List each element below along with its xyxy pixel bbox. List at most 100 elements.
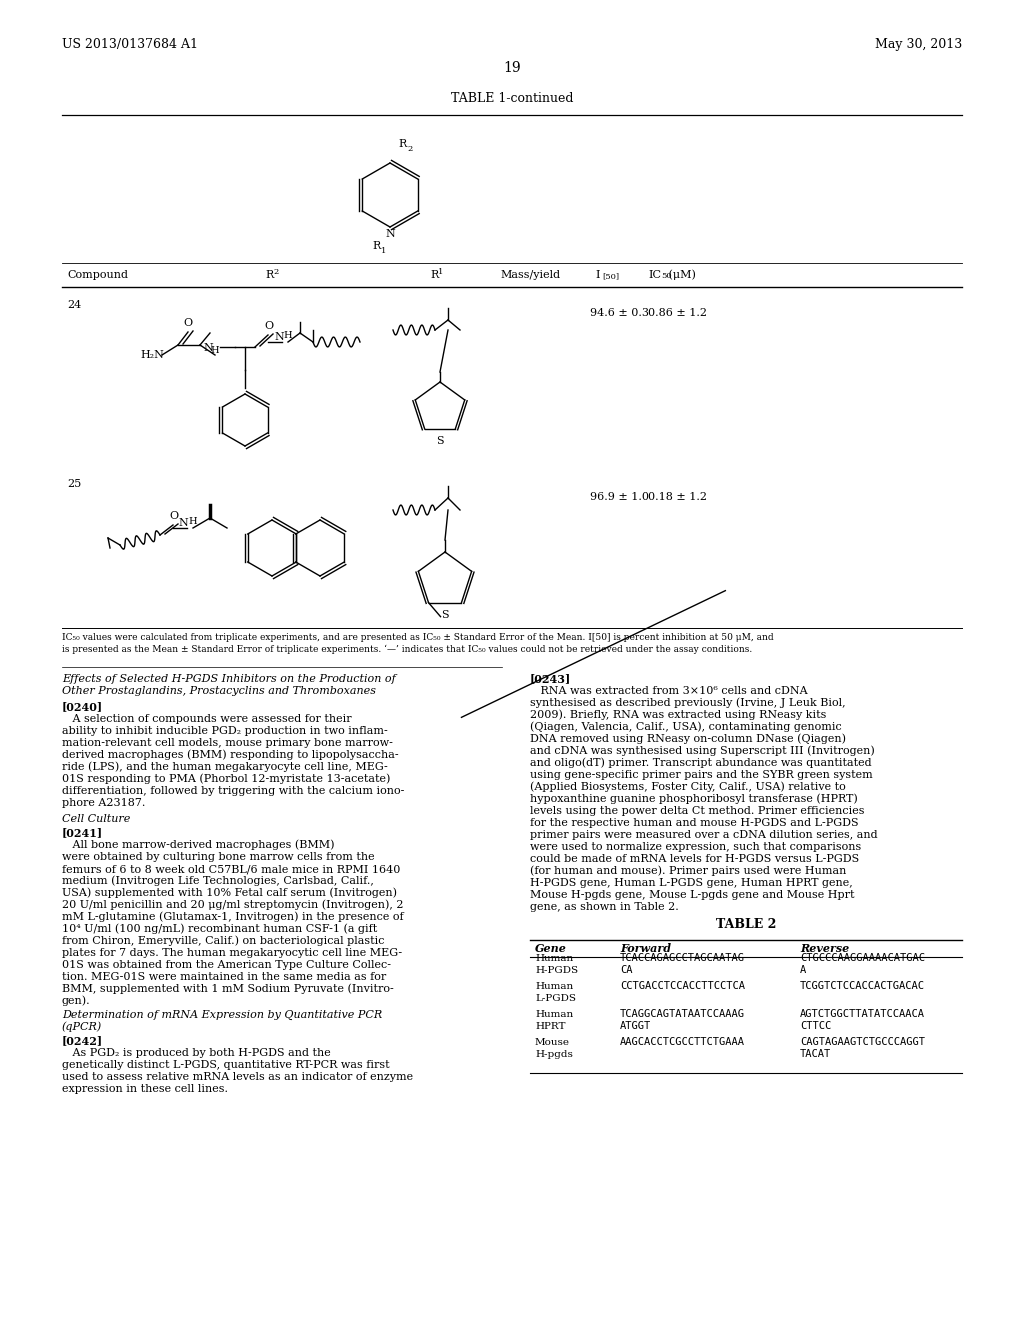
Text: [0242]: [0242] (62, 1035, 103, 1045)
Text: CTGCCCAAGGAAAACATGAC: CTGCCCAAGGAAAACATGAC (800, 953, 925, 964)
Text: A selection of compounds were assessed for their: A selection of compounds were assessed f… (62, 714, 351, 723)
Text: O: O (169, 511, 178, 521)
Text: derived macrophages (BMM) responding to lipopolysaccha-: derived macrophages (BMM) responding to … (62, 750, 398, 760)
Text: (Qiagen, Valencia, Calif., USA), contaminating genomic: (Qiagen, Valencia, Calif., USA), contami… (530, 722, 842, 733)
Text: As PGD₂ is produced by both H-PGDS and the: As PGD₂ is produced by both H-PGDS and t… (62, 1048, 331, 1059)
Text: Human: Human (535, 954, 573, 964)
Text: expression in these cell lines.: expression in these cell lines. (62, 1084, 228, 1094)
Text: Mouse: Mouse (535, 1038, 570, 1047)
Text: R: R (398, 139, 407, 149)
Text: O: O (264, 321, 273, 331)
Text: R: R (430, 271, 438, 280)
Text: levels using the power delta Ct method. Primer efficiencies: levels using the power delta Ct method. … (530, 807, 864, 816)
Text: from Chiron, Emeryville, Calif.) on bacteriological plastic: from Chiron, Emeryville, Calif.) on bact… (62, 936, 384, 946)
Text: 20 U/ml penicillin and 20 μg/ml streptomycin (Invitrogen), 2: 20 U/ml penicillin and 20 μg/ml streptom… (62, 899, 403, 909)
Text: [0241]: [0241] (62, 828, 103, 838)
Text: CTTCC: CTTCC (800, 1020, 831, 1031)
Text: 10⁴ U/ml (100 ng/mL) recombinant human CSF-1 (a gift: 10⁴ U/ml (100 ng/mL) recombinant human C… (62, 924, 377, 935)
Text: H-PGDS: H-PGDS (535, 966, 579, 975)
Text: primer pairs were measured over a cDNA dilution series, and: primer pairs were measured over a cDNA d… (530, 830, 878, 840)
Text: 96.9 ± 1.0: 96.9 ± 1.0 (590, 492, 649, 502)
Text: [0240]: [0240] (62, 701, 103, 711)
Text: 0.86 ± 1.2: 0.86 ± 1.2 (648, 308, 707, 318)
Text: May 30, 2013: May 30, 2013 (874, 38, 962, 51)
Text: H: H (210, 346, 219, 355)
Text: ability to inhibit inducible PGD₂ production in two inflam-: ability to inhibit inducible PGD₂ produc… (62, 726, 388, 737)
Text: N: N (178, 517, 187, 528)
Text: gen).: gen). (62, 995, 91, 1006)
Text: were used to normalize expression, such that comparisons: were used to normalize expression, such … (530, 842, 861, 851)
Text: Effects of Selected H-PGDS Inhibitors on the Production of: Effects of Selected H-PGDS Inhibitors on… (62, 675, 395, 684)
Text: S: S (436, 436, 443, 446)
Text: plates for 7 days. The human megakaryocytic cell line MEG-: plates for 7 days. The human megakaryocy… (62, 948, 402, 958)
Text: were obtained by culturing bone marrow cells from the: were obtained by culturing bone marrow c… (62, 851, 375, 862)
Text: IC₅₀ values were calculated from triplicate experiments, and are presented as IC: IC₅₀ values were calculated from triplic… (62, 634, 773, 642)
Text: H: H (283, 331, 292, 341)
Text: (for human and mouse). Primer pairs used were Human: (for human and mouse). Primer pairs used… (530, 866, 847, 876)
Text: could be made of mRNA levels for H-PGDS versus L-PGDS: could be made of mRNA levels for H-PGDS … (530, 854, 859, 865)
Text: Forward: Forward (620, 942, 671, 954)
Text: 2009). Briefly, RNA was extracted using RNeasy kits: 2009). Briefly, RNA was extracted using … (530, 709, 826, 719)
Text: Reverse: Reverse (800, 942, 849, 954)
Text: ATGGT: ATGGT (620, 1020, 651, 1031)
Text: differentiation, followed by triggering with the calcium iono-: differentiation, followed by triggering … (62, 785, 404, 796)
Text: HPRT: HPRT (535, 1022, 565, 1031)
Text: 01S was obtained from the American Type Culture Collec-: 01S was obtained from the American Type … (62, 960, 391, 970)
Text: gene, as shown in Table 2.: gene, as shown in Table 2. (530, 902, 679, 912)
Text: TABLE 1-continued: TABLE 1-continued (451, 92, 573, 106)
Text: Other Prostaglandins, Prostacyclins and Thromboxanes: Other Prostaglandins, Prostacyclins and … (62, 686, 376, 696)
Text: H₂N: H₂N (140, 350, 164, 360)
Text: TABLE 2: TABLE 2 (716, 917, 776, 931)
Text: phore A23187.: phore A23187. (62, 799, 145, 808)
Text: and oligo(dT) primer. Transcript abundance was quantitated: and oligo(dT) primer. Transcript abundan… (530, 758, 871, 768)
Text: (μM): (μM) (665, 269, 696, 280)
Text: Human: Human (535, 982, 573, 991)
Text: Human: Human (535, 1010, 573, 1019)
Text: I: I (595, 271, 599, 280)
Text: tion. MEG-01S were maintained in the same media as for: tion. MEG-01S were maintained in the sam… (62, 972, 386, 982)
Text: genetically distinct L-PGDS, quantitative RT-PCR was first: genetically distinct L-PGDS, quantitativ… (62, 1060, 389, 1071)
Text: mM L-glutamine (Glutamax-1, Invitrogen) in the presence of: mM L-glutamine (Glutamax-1, Invitrogen) … (62, 911, 403, 921)
Text: CA: CA (620, 965, 633, 975)
Text: 2: 2 (407, 145, 413, 153)
Text: N: N (385, 228, 395, 239)
Text: TCGGTCTCCACCACTGACAC: TCGGTCTCCACCACTGACAC (800, 981, 925, 991)
Text: ride (LPS), and the human megakaryocyte cell line, MEG-: ride (LPS), and the human megakaryocyte … (62, 762, 388, 772)
Text: N: N (274, 333, 284, 342)
Text: H-pgds: H-pgds (535, 1049, 572, 1059)
Text: H: H (188, 517, 197, 525)
Text: O: O (183, 318, 193, 327)
Text: mation-relevant cell models, mouse primary bone marrow-: mation-relevant cell models, mouse prima… (62, 738, 393, 748)
Text: A: A (800, 965, 806, 975)
Text: RNA was extracted from 3×10⁶ cells and cDNA: RNA was extracted from 3×10⁶ cells and c… (530, 686, 808, 696)
Text: R: R (372, 242, 380, 251)
Text: and cDNA was synthesised using Superscript III (Invitrogen): and cDNA was synthesised using Superscri… (530, 746, 874, 756)
Text: 25: 25 (67, 479, 81, 488)
Text: All bone marrow-derived macrophages (BMM): All bone marrow-derived macrophages (BMM… (62, 840, 335, 850)
Text: 94.6 ± 0.3: 94.6 ± 0.3 (590, 308, 649, 318)
Text: femurs of 6 to 8 week old C57BL/6 male mice in RPMI 1640: femurs of 6 to 8 week old C57BL/6 male m… (62, 865, 400, 874)
Text: R: R (265, 271, 273, 280)
Text: 0.18 ± 1.2: 0.18 ± 1.2 (648, 492, 707, 502)
Text: 2: 2 (273, 268, 279, 276)
Text: 01S responding to PMA (Phorbol 12-myristate 13-acetate): 01S responding to PMA (Phorbol 12-myrist… (62, 774, 390, 784)
Text: used to assess relative mRNA levels as an indicator of enzyme: used to assess relative mRNA levels as a… (62, 1072, 413, 1082)
Text: Determination of mRNA Expression by Quantitative PCR: Determination of mRNA Expression by Quan… (62, 1010, 382, 1020)
Text: Gene: Gene (535, 942, 567, 954)
Text: hypoxanthine guanine phosphoribosyl transferase (HPRT): hypoxanthine guanine phosphoribosyl tran… (530, 793, 858, 804)
Text: using gene-specific primer pairs and the SYBR green system: using gene-specific primer pairs and the… (530, 770, 872, 780)
Text: DNA removed using RNeasy on-column DNase (Qiagen): DNA removed using RNeasy on-column DNase… (530, 734, 846, 744)
Text: USA) supplemented with 10% Fetal calf serum (Invitrogen): USA) supplemented with 10% Fetal calf se… (62, 887, 397, 898)
Text: CAGTAGAAGTCTGCCCAGGT: CAGTAGAAGTCTGCCCAGGT (800, 1038, 925, 1047)
Text: TCAGGCAGTATAATCCAAAG: TCAGGCAGTATAATCCAAAG (620, 1008, 745, 1019)
Text: AAGCACCTCGCCTTCTGAAA: AAGCACCTCGCCTTCTGAAA (620, 1038, 745, 1047)
Text: 19: 19 (503, 61, 521, 75)
Text: synthesised as described previously (Irvine, J Leuk Biol,: synthesised as described previously (Irv… (530, 697, 846, 708)
Text: [0243]: [0243] (530, 673, 571, 684)
Text: H-PGDS gene, Human L-PGDS gene, Human HPRT gene,: H-PGDS gene, Human L-PGDS gene, Human HP… (530, 878, 853, 888)
Text: Mass/yield: Mass/yield (500, 271, 560, 280)
Text: AGTCTGGCTTATATCCAACA: AGTCTGGCTTATATCCAACA (800, 1008, 925, 1019)
Text: is presented as the Mean ± Standard Error of triplicate experiments. ‘—’ indicat: is presented as the Mean ± Standard Erro… (62, 644, 753, 653)
Text: Cell Culture: Cell Culture (62, 814, 130, 824)
Text: BMM, supplemented with 1 mM Sodium Pyruvate (Invitro-: BMM, supplemented with 1 mM Sodium Pyruv… (62, 983, 394, 994)
